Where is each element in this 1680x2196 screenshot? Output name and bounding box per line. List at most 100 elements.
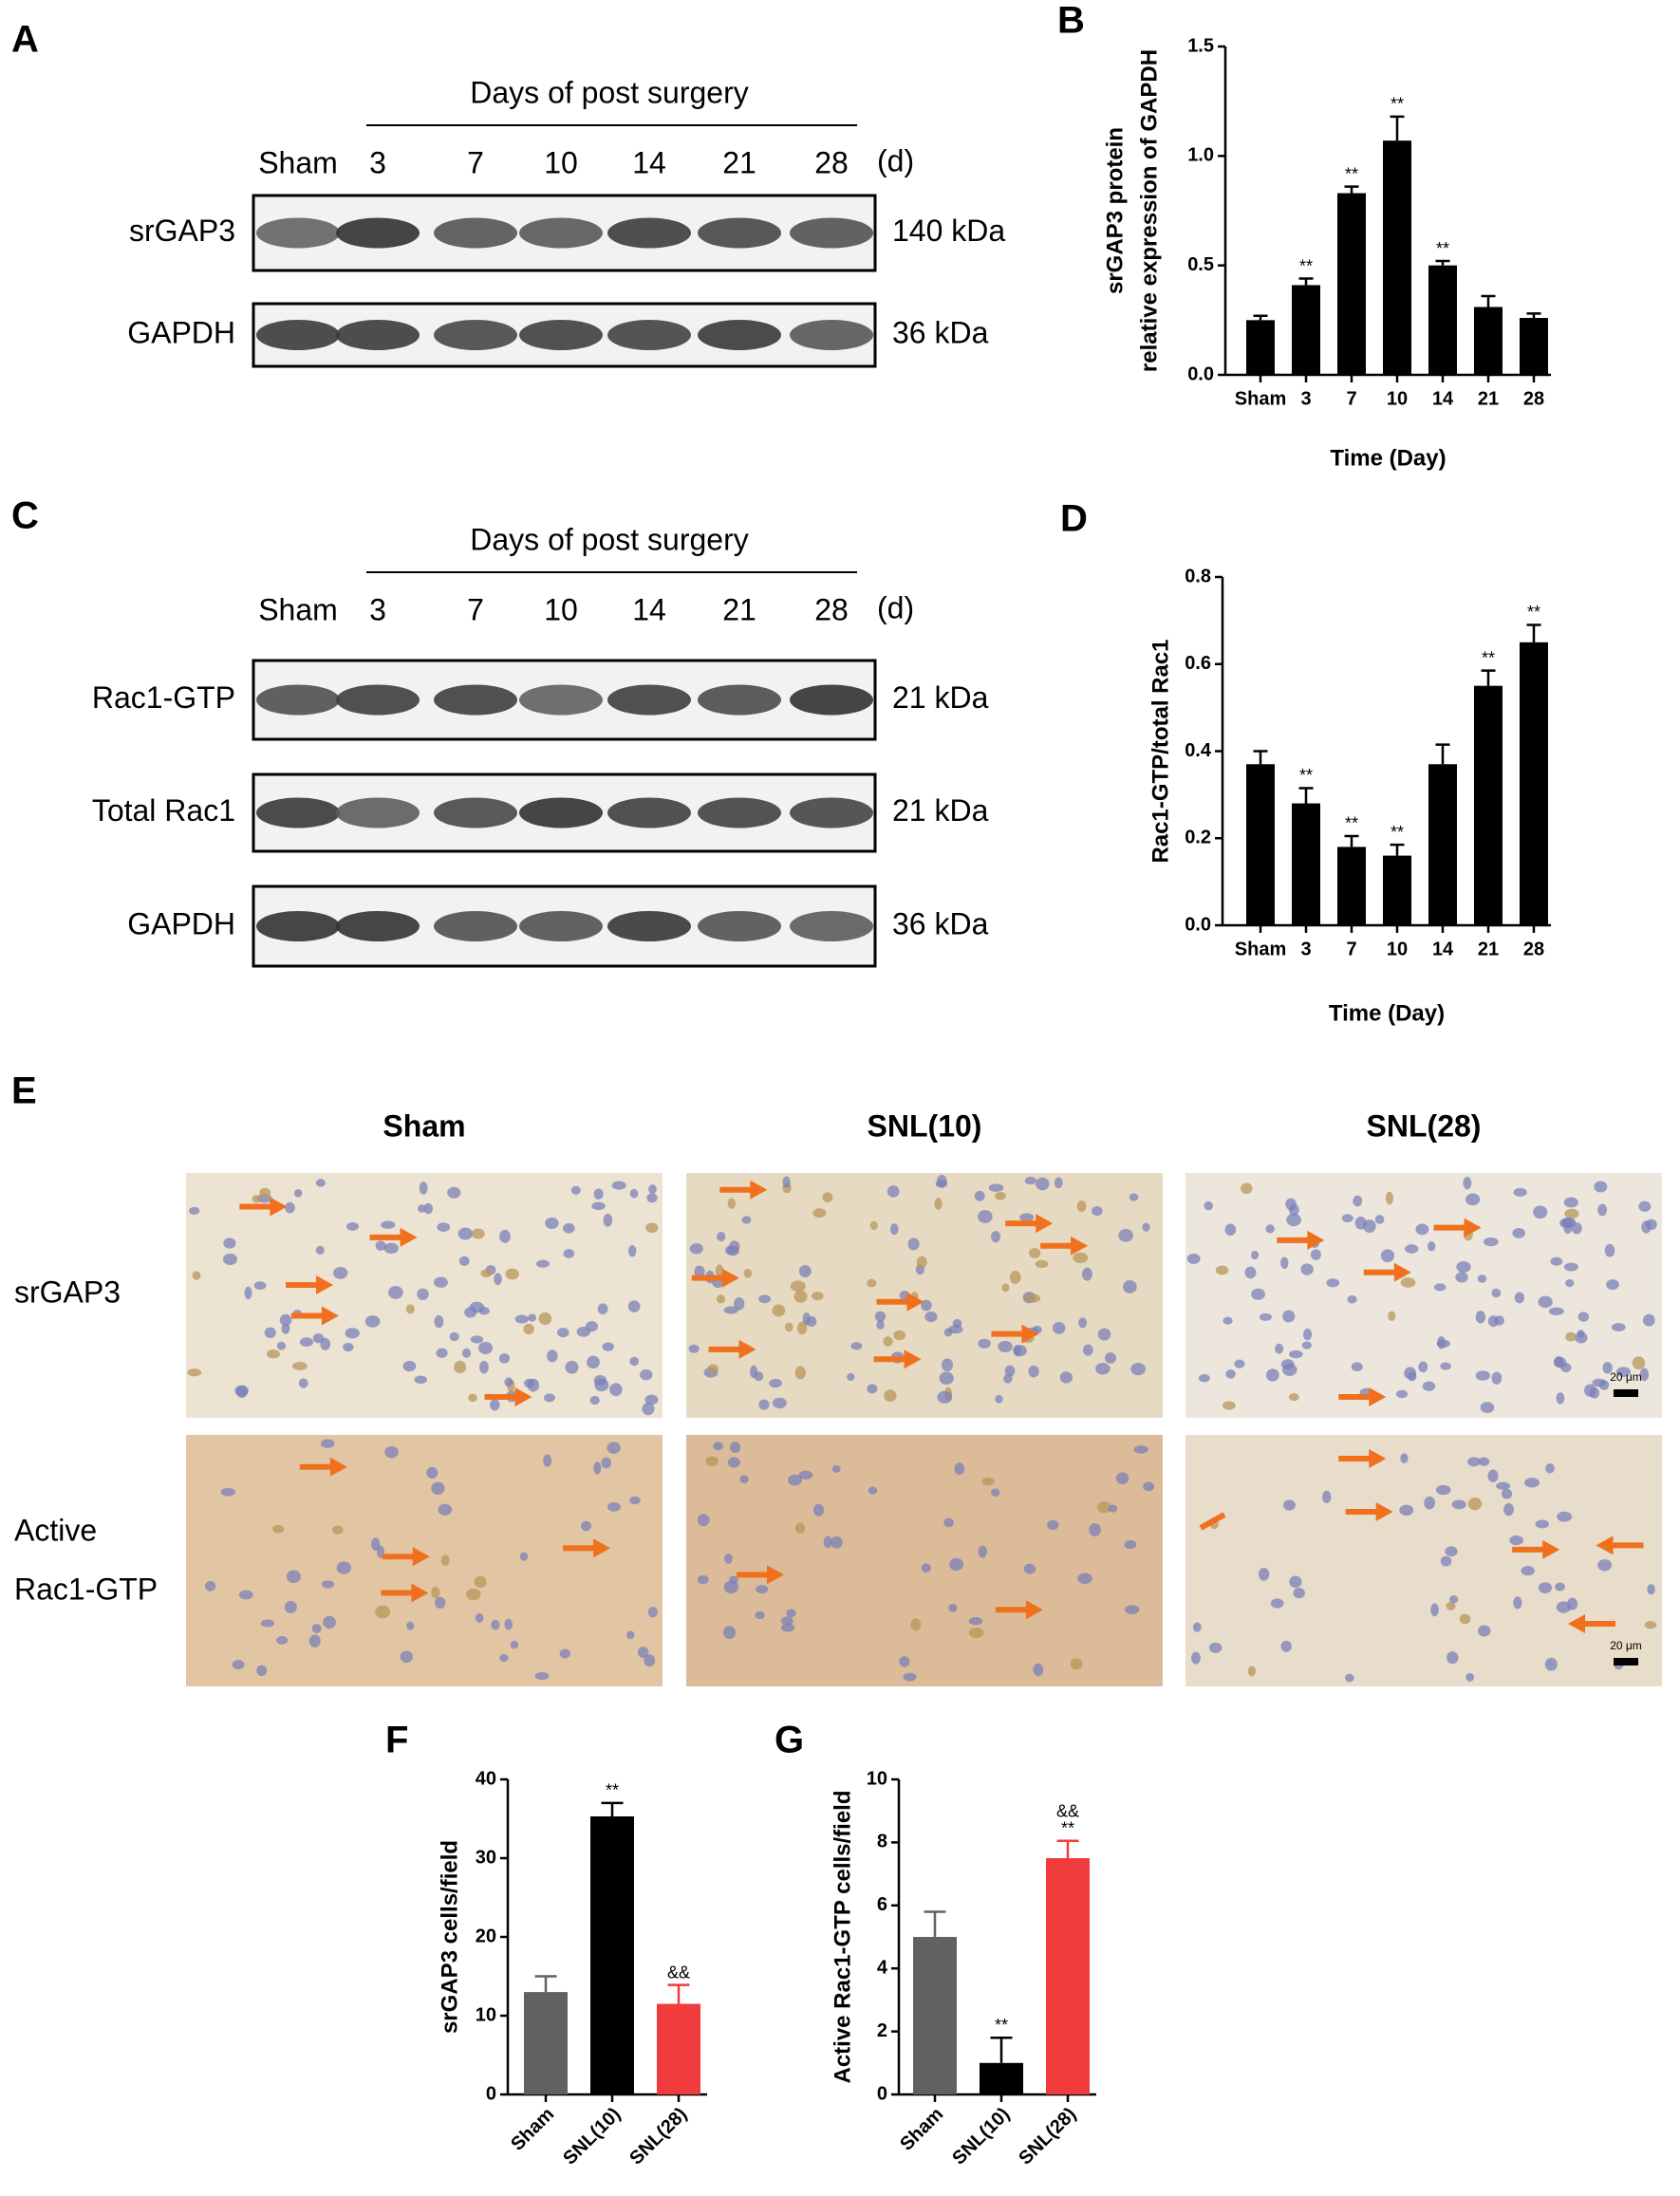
cell-nucleus: [1575, 1331, 1588, 1344]
bar: [1383, 855, 1411, 925]
cell-nucleus: [1647, 1584, 1655, 1595]
cell-nucleus: [494, 1273, 502, 1286]
cell-nucleus: [988, 1183, 1004, 1192]
y-tick-label: 4: [877, 1957, 888, 1978]
lane-label: 10: [544, 592, 578, 626]
cell-nucleus: [222, 1253, 238, 1266]
cell-nucleus: [1215, 1265, 1229, 1275]
bar: [524, 1992, 568, 2094]
arrow-head: [412, 1547, 430, 1567]
error-bar: [924, 1910, 946, 1937]
cell-nucleus: [1385, 1191, 1393, 1205]
cell-nucleus: [1341, 1214, 1353, 1223]
y-tick-label: 1.5: [1187, 35, 1214, 56]
cell-nucleus: [504, 1618, 513, 1630]
cell-nucleus: [1405, 1244, 1419, 1254]
x-tick-label: 28: [1523, 388, 1544, 409]
bar: [980, 2062, 1023, 2094]
cell-nucleus: [315, 1179, 326, 1187]
cell-nucleus: [1035, 1177, 1050, 1191]
blot-band: [519, 217, 603, 249]
cell-nucleus: [591, 1201, 606, 1211]
cell-nucleus: [523, 1323, 534, 1335]
cell-nucleus: [715, 1264, 724, 1277]
cell-nucleus: [705, 1456, 719, 1467]
cell-nucleus: [921, 1299, 932, 1312]
arrow-head: [400, 1227, 418, 1247]
cell-nucleus: [640, 1368, 653, 1381]
cell-nucleus: [1143, 1481, 1155, 1492]
cell-nucleus: [1241, 1182, 1253, 1195]
cell-nucleus: [1557, 1511, 1573, 1522]
bar: [1292, 285, 1320, 375]
cell-nucleus: [264, 1327, 276, 1339]
lane-unit: (d): [877, 143, 914, 177]
cell-nucleus: [995, 1394, 1003, 1404]
x-tick-label: 14: [1432, 939, 1454, 959]
cell-nucleus: [1514, 1292, 1525, 1304]
cell-nucleus: [1082, 1267, 1092, 1281]
cell-nucleus: [1463, 1177, 1472, 1190]
lane-label: 21: [722, 145, 756, 179]
x-tick-label: 10: [1387, 388, 1408, 409]
cell-nucleus: [431, 1481, 445, 1496]
cell-nucleus: [320, 1337, 331, 1350]
blot-band: [256, 911, 340, 941]
cell-nucleus: [743, 1268, 753, 1278]
cell-nucleus: [1632, 1356, 1646, 1369]
bar: [1337, 847, 1366, 925]
arrow-head: [321, 1306, 339, 1326]
y-tick-label: 30: [476, 1847, 496, 1868]
cell-nucleus: [887, 1185, 900, 1198]
blot-band: [434, 797, 517, 828]
lane-label: 10: [544, 145, 578, 179]
cell-nucleus: [431, 1586, 440, 1599]
cell-nucleus: [1496, 1481, 1511, 1490]
cell-nucleus: [1513, 1596, 1522, 1610]
cell-nucleus: [1280, 1640, 1292, 1652]
blot-band: [698, 320, 781, 350]
cell-nucleus: [1597, 1559, 1613, 1572]
cell-nucleus: [375, 1240, 386, 1251]
y-tick-label: 0.6: [1185, 653, 1211, 674]
lane-label: 28: [814, 592, 849, 626]
cell-nucleus: [1004, 1365, 1016, 1377]
blot-band: [434, 911, 517, 941]
blot-band: [256, 217, 340, 249]
cell-nucleus: [461, 1348, 472, 1358]
lane-label: 3: [369, 145, 386, 179]
error-bar: [534, 1975, 557, 1993]
cell-nucleus: [1251, 1288, 1265, 1300]
blot-band: [336, 684, 420, 716]
cell-nucleus: [458, 1256, 470, 1267]
blot-band: [698, 217, 781, 249]
arrow-head: [1542, 1539, 1560, 1559]
arrow-head: [270, 1197, 288, 1217]
cell-nucleus: [611, 1181, 626, 1190]
cell-nucleus: [1096, 1501, 1111, 1514]
cell-nucleus: [949, 1557, 964, 1572]
cell-nucleus: [1225, 1369, 1236, 1379]
cell-nucleus: [1556, 1392, 1565, 1405]
x-axis-label: Time (Day): [1329, 1000, 1445, 1026]
cell-nucleus: [627, 1300, 641, 1312]
cell-nucleus: [729, 1441, 741, 1454]
cell-nucleus: [629, 1356, 640, 1367]
cell-nucleus: [1351, 1362, 1363, 1372]
cell-nucleus: [543, 1454, 552, 1467]
cell-nucleus: [375, 1605, 391, 1619]
cell-nucleus: [1054, 1177, 1063, 1189]
cell-nucleus: [527, 1378, 540, 1392]
blot-header: Days of post surgery: [470, 75, 748, 109]
cell-nucleus: [1477, 1275, 1487, 1283]
cell-nucleus: [281, 1323, 290, 1334]
bar: [1337, 193, 1366, 375]
cell-nucleus: [402, 1361, 417, 1372]
arrow-head: [738, 1339, 756, 1359]
x-tick-label: Sham: [507, 2104, 558, 2155]
blot-band: [256, 797, 340, 828]
cell-nucleus: [1374, 1215, 1385, 1224]
cell-nucleus: [1475, 1311, 1486, 1324]
cell-nucleus: [629, 1188, 639, 1199]
cell-nucleus: [741, 1216, 752, 1224]
